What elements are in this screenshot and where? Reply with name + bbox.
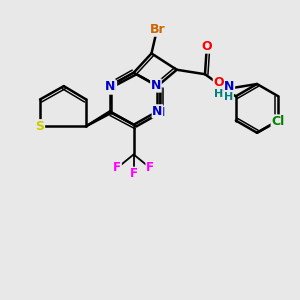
Text: F: F (130, 167, 138, 180)
Text: Br: Br (150, 23, 165, 36)
Text: N: N (151, 79, 161, 92)
Text: N: N (105, 80, 115, 93)
Text: H: H (214, 89, 223, 99)
Text: N: N (155, 106, 166, 119)
Text: Cl: Cl (271, 115, 284, 128)
Text: S: S (35, 120, 44, 133)
Text: F: F (146, 161, 154, 174)
Text: O: O (201, 40, 212, 53)
Text: F: F (113, 161, 121, 174)
Text: N: N (224, 80, 235, 93)
Text: N: N (152, 105, 163, 118)
Text: O: O (213, 76, 224, 89)
Text: H: H (224, 92, 233, 102)
Text: N: N (106, 81, 116, 94)
